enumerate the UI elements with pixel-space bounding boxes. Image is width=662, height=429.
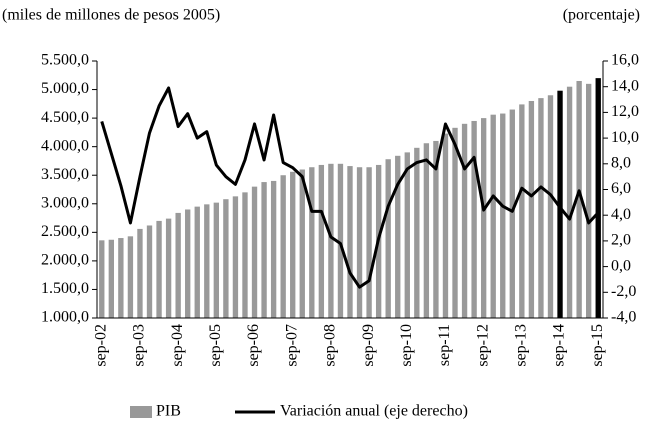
bar	[538, 98, 544, 318]
bar	[528, 100, 535, 318]
y2-tick-label: 8,0	[611, 154, 631, 171]
y-tick-label: 4.500,0	[41, 109, 89, 126]
bar	[290, 171, 296, 318]
bar	[261, 182, 267, 318]
y-tick-label: 5.000,0	[41, 80, 89, 97]
x-tick-label: sep-12	[474, 324, 491, 367]
bar	[566, 86, 573, 318]
bar	[385, 159, 391, 318]
y2-tick-label: 12,0	[611, 103, 639, 120]
x-tick-label: sep-02	[92, 324, 109, 367]
bar	[356, 167, 363, 318]
x-tick-label: sep-11	[436, 324, 453, 366]
x-tick-label: sep-09	[360, 324, 377, 367]
bar	[433, 140, 439, 318]
bar	[576, 80, 582, 318]
bar	[175, 212, 181, 318]
bar	[471, 120, 477, 318]
bar	[270, 180, 277, 318]
y2-tick-label: 6,0	[611, 180, 631, 197]
legend-swatch	[130, 406, 152, 418]
y2-axis-label: (porcentaje)	[563, 7, 640, 24]
legend-label: Variación anual (eje derecho)	[280, 403, 468, 420]
bar	[500, 113, 506, 318]
bar	[557, 90, 563, 318]
bar	[328, 163, 334, 318]
bar	[452, 127, 458, 318]
y-tick-label: 2.000,0	[41, 252, 89, 269]
y2-tick-label: 0,0	[611, 257, 631, 274]
bar	[318, 164, 325, 318]
bar	[595, 78, 601, 318]
y-tick-label: 5.500,0	[41, 52, 89, 69]
bar	[251, 186, 258, 318]
x-tick-label: sep-14	[551, 324, 568, 367]
bar	[99, 240, 105, 318]
bar	[586, 83, 592, 318]
y-tick-label: 3.000,0	[41, 194, 89, 211]
bar	[165, 218, 172, 318]
x-tick-label: sep-08	[322, 324, 339, 367]
bar	[414, 147, 420, 318]
x-tick-label: sep-05	[207, 324, 224, 367]
bar	[547, 95, 554, 319]
y2-tick-label: -2,0	[611, 283, 636, 300]
y-tick-label: 3.500,0	[41, 166, 89, 183]
bar	[509, 109, 515, 319]
bar	[194, 206, 200, 318]
bar	[347, 166, 353, 318]
bar	[337, 163, 344, 318]
y-tick-label: 4.000,0	[41, 137, 89, 154]
x-tick-label: sep-04	[169, 324, 186, 367]
bar	[519, 104, 525, 318]
bar	[442, 133, 449, 318]
x-tick-label: sep-03	[131, 324, 148, 367]
y-tick-label: 2.500,0	[41, 223, 89, 240]
bar	[232, 196, 239, 318]
bar	[204, 204, 210, 318]
bar	[309, 167, 315, 318]
x-tick-label: sep-15	[589, 324, 606, 367]
x-tick-label: sep-07	[283, 324, 300, 367]
x-tick-label: sep-13	[513, 324, 530, 367]
y-tick-label: 1.500,0	[41, 280, 89, 297]
bar	[299, 169, 305, 318]
bar	[146, 225, 153, 318]
bar	[461, 123, 468, 318]
y2-tick-label: 2,0	[611, 232, 631, 249]
bar	[423, 143, 430, 318]
bar	[185, 209, 191, 318]
bar	[127, 236, 134, 318]
bar	[280, 175, 286, 318]
line	[100, 86, 600, 289]
y2-tick-label: 14,0	[611, 77, 639, 94]
bar	[118, 238, 124, 318]
y2-tick-label: 10,0	[611, 129, 639, 146]
legend-label: PIB	[156, 403, 181, 420]
bar	[223, 199, 229, 318]
bar	[480, 118, 487, 318]
bar	[242, 192, 248, 318]
bar	[213, 202, 220, 318]
x-tick-label: sep-10	[398, 324, 415, 367]
bar	[108, 239, 114, 318]
bar	[156, 220, 162, 318]
bar	[404, 152, 410, 318]
bar	[395, 155, 401, 318]
y-axis-label: (miles de millones de pesos 2005)	[2, 7, 220, 24]
bar	[490, 114, 496, 318]
y2-tick-label: -4,0	[611, 309, 636, 326]
bar	[366, 167, 372, 318]
bar	[137, 228, 143, 318]
x-tick-label: sep-06	[245, 324, 262, 367]
y2-tick-label: 4,0	[611, 206, 631, 223]
y2-tick-label: 16,0	[611, 52, 639, 69]
y-tick-label: 1.000,0	[41, 309, 89, 326]
